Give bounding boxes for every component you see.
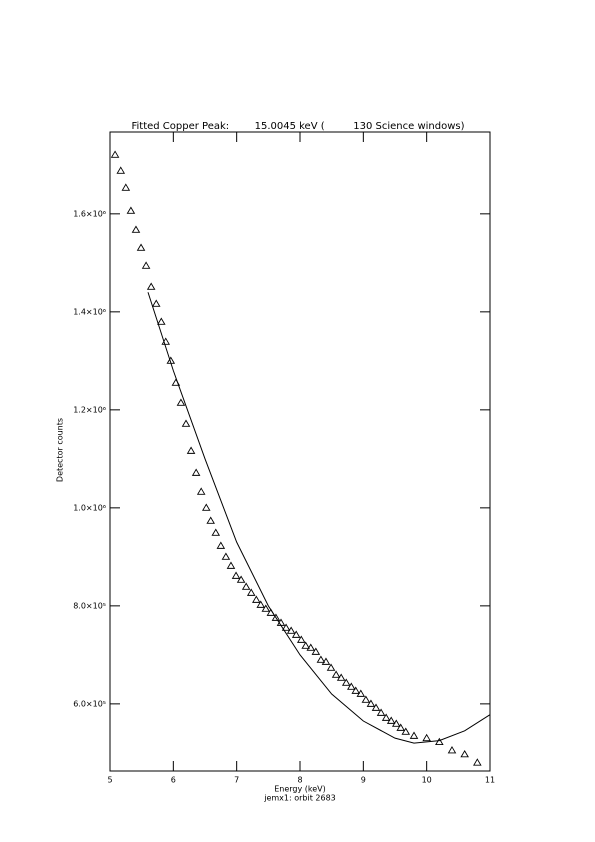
data-point	[351, 686, 361, 694]
data-point	[121, 183, 131, 191]
data-point	[141, 261, 151, 269]
data-point	[296, 635, 306, 643]
data-point	[271, 613, 281, 621]
data-point	[401, 727, 411, 735]
y-tick-label: 1.6×10⁶	[73, 209, 106, 218]
data-point	[473, 758, 482, 766]
data-point	[131, 225, 141, 233]
data-point	[211, 528, 221, 536]
data-point	[376, 708, 386, 716]
x-tick-label: 10	[422, 776, 432, 785]
x-tick-label: 5	[107, 776, 112, 785]
data-point	[341, 678, 351, 686]
data-point	[321, 657, 331, 665]
x-tick-label: 9	[361, 776, 366, 785]
data-point	[196, 487, 206, 495]
x-axis-label: Energy (keV)	[274, 785, 326, 794]
data-point	[110, 150, 120, 158]
data-point	[226, 561, 236, 569]
data-point	[347, 682, 356, 690]
data-point	[216, 541, 226, 549]
data-point	[246, 588, 256, 596]
data-point	[435, 737, 444, 746]
data-point	[286, 626, 296, 634]
data-point	[261, 604, 271, 612]
y-tick-label: 8.0×10⁵	[73, 601, 106, 610]
data-point	[331, 670, 341, 678]
data-point	[422, 733, 431, 742]
y-tick-label: 1.4×10⁶	[73, 307, 106, 316]
data-point	[221, 552, 231, 560]
y-tick-label: 1.0×10⁶	[73, 503, 106, 512]
data-point	[311, 647, 321, 655]
data-point	[206, 516, 215, 524]
data-point	[186, 446, 196, 454]
x-tick-label: 11	[485, 776, 495, 785]
data-point	[231, 571, 241, 579]
data-point	[409, 731, 419, 739]
data-point	[381, 713, 391, 721]
y-tick-label: 6.0×10⁵	[73, 699, 106, 708]
data-point	[391, 719, 401, 727]
data-point	[281, 623, 291, 631]
data-point	[116, 166, 126, 174]
chart-title: Fitted Copper Peak: 15.0045 keV ( 130 Sc…	[131, 121, 464, 132]
data-point	[146, 282, 156, 290]
data-point	[326, 663, 336, 671]
data-point	[396, 723, 405, 731]
data-point	[236, 575, 246, 583]
data-point	[201, 503, 211, 511]
fit-line	[147, 292, 491, 744]
data-point	[252, 595, 261, 603]
data-point	[371, 703, 381, 711]
data-point	[447, 746, 457, 754]
y-tick-label: 1.2×10⁶	[73, 405, 106, 414]
data-point	[361, 695, 371, 703]
data-point	[191, 468, 201, 476]
data-point	[157, 317, 166, 325]
data-point	[460, 749, 469, 758]
data-point	[176, 398, 186, 406]
x-tick-label: 6	[171, 776, 176, 785]
data-point	[136, 243, 146, 251]
subtitle: jemx1: orbit 2683	[263, 794, 336, 803]
y-axis-label: Detector counts	[56, 418, 65, 482]
data-point	[366, 699, 376, 707]
data-point	[126, 206, 136, 214]
data-point	[336, 673, 346, 681]
x-tick-label: 8	[297, 776, 302, 785]
data-point	[181, 419, 191, 427]
data-point	[356, 689, 366, 697]
data-point	[301, 641, 310, 649]
data-point	[306, 643, 316, 651]
data-point	[241, 582, 251, 590]
data-point	[316, 655, 326, 663]
x-tick-label: 7	[234, 776, 239, 785]
data-point	[151, 299, 161, 307]
data-point	[291, 630, 301, 638]
data-point	[256, 600, 266, 608]
data-point	[386, 716, 396, 724]
